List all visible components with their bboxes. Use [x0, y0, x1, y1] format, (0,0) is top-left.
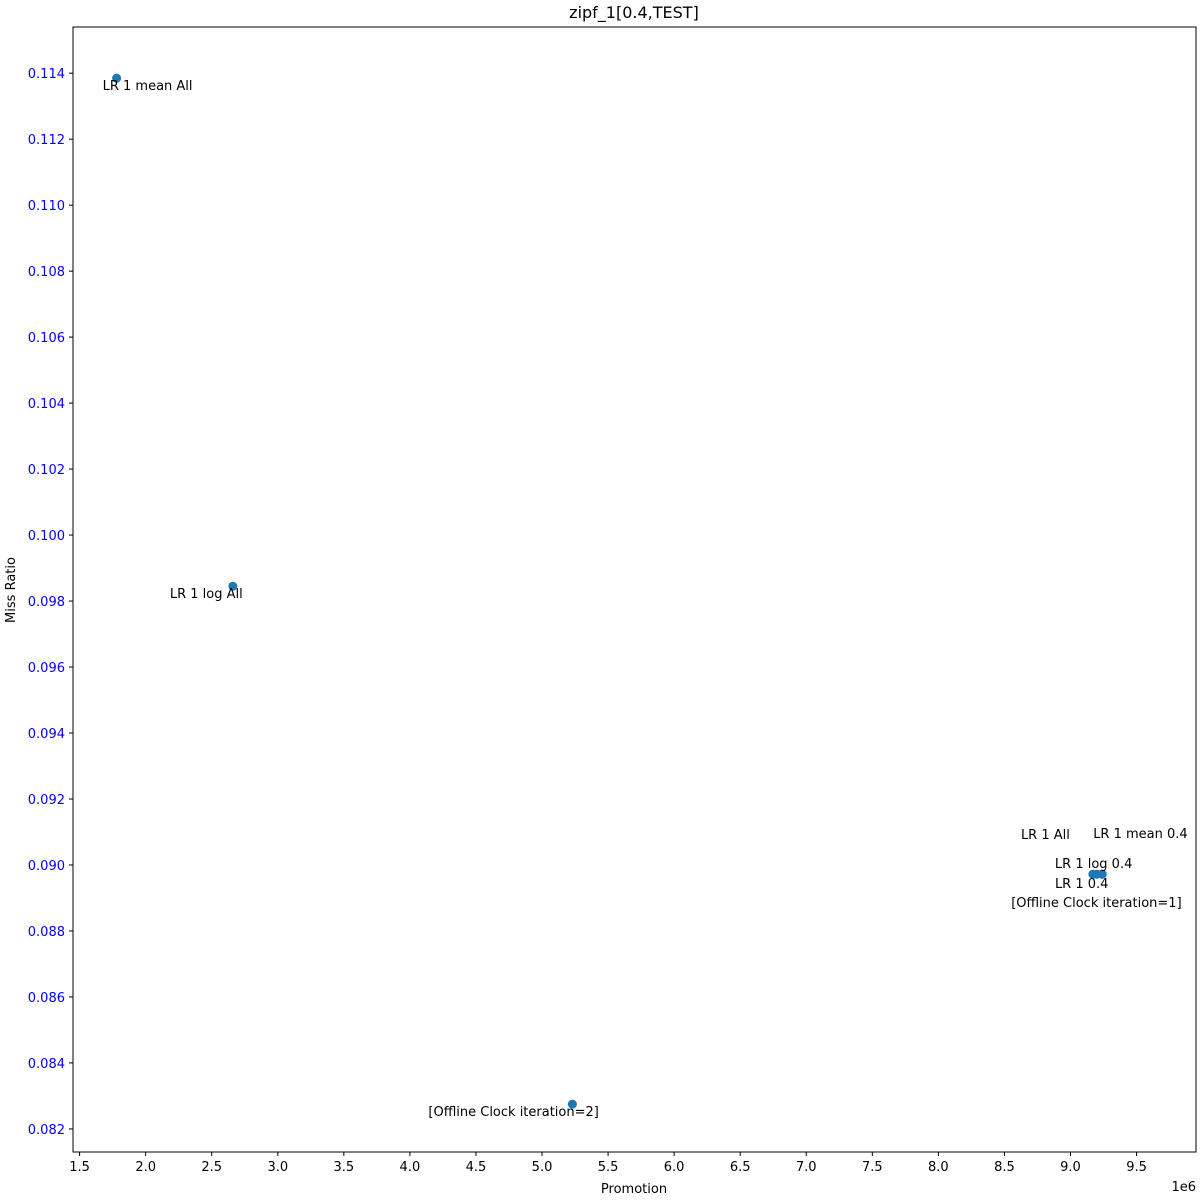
scatter-points: [112, 73, 1107, 1109]
y-tick-label: 0.108: [28, 265, 65, 280]
x-tick-label: 6.0: [664, 1160, 685, 1175]
point-label: LR 1 All: [1021, 828, 1070, 843]
x-tick-label: 2.5: [201, 1160, 222, 1175]
x-tick-label: 3.5: [333, 1160, 354, 1175]
x-tick-label: 8.5: [994, 1160, 1015, 1175]
point-label: LR 1 0.4: [1055, 877, 1109, 892]
y-tick-label: 0.092: [28, 793, 65, 808]
plot-frame: [72, 26, 1197, 1153]
point-label: [Offline Clock iteration=2]: [428, 1105, 598, 1120]
x-tick-label: 8.0: [928, 1160, 949, 1175]
x-tick-label: 7.5: [862, 1160, 883, 1175]
y-tick-label: 0.112: [28, 133, 65, 148]
point-annotations: LR 1 mean All LR 1 log All [Offline Clock …: [103, 79, 1188, 1120]
point-label: LR 1 mean All: [103, 79, 193, 94]
x-tick-label: 9.5: [1126, 1160, 1147, 1175]
point-label: LR 1 log 0.4: [1055, 857, 1132, 872]
y-tick-label: 0.106: [28, 331, 65, 346]
y-tick-label: 0.102: [28, 463, 65, 478]
y-tick-label: 0.114: [28, 67, 65, 82]
y-tick-label: 0.098: [28, 595, 65, 610]
y-axis-label: Miss Ratio: [4, 557, 19, 623]
point-label: LR 1 log All: [170, 587, 243, 602]
scatter-point: [112, 73, 122, 83]
x-tick-label: 9.0: [1060, 1160, 1081, 1175]
y-tick-label: 0.086: [28, 991, 65, 1006]
y-tick-label: 0.094: [28, 727, 65, 742]
y-tick-label: 0.110: [28, 199, 65, 214]
x-tick-label: 4.5: [466, 1160, 487, 1175]
y-tick-label: 0.100: [28, 529, 65, 544]
y-tick-label: 0.104: [28, 397, 65, 412]
scatter-point: [1088, 869, 1098, 879]
scatter-point: [228, 581, 238, 591]
chart-title: zipf_1[0.4,TEST]: [569, 3, 699, 23]
x-tick-label: 2.0: [135, 1160, 156, 1175]
y-axis: 0.082 0.084 0.086 0.088 0.090 0.092 0.094 0.096…: [28, 67, 73, 1138]
x-tick-label: 3.0: [267, 1160, 288, 1175]
scatter-point: [567, 1099, 577, 1109]
x-tick-label: 1.5: [69, 1160, 90, 1175]
y-tick-label: 0.088: [28, 925, 65, 940]
y-tick-label: 0.090: [28, 859, 65, 874]
x-tick-label: 5.0: [532, 1160, 553, 1175]
x-axis-label: Promotion: [601, 1182, 667, 1197]
x-tick-label: 5.5: [598, 1160, 619, 1175]
scatter-point: [1097, 869, 1107, 879]
x-tick-label: 7.0: [796, 1160, 817, 1175]
y-tick-label: 0.084: [28, 1057, 65, 1072]
x-tick-label: 6.5: [730, 1160, 751, 1175]
x-axis: 1.5 2.0 2.5 3.0 3.5 4.0 4.5 5.0 5.5 6.0 6.5 7.0 7.5 8…: [69, 1152, 1147, 1175]
point-label: LR 1 mean 0.4: [1093, 827, 1188, 842]
x-axis-offset-label: 1e6: [1171, 1180, 1196, 1195]
y-tick-label: 0.096: [28, 661, 65, 676]
y-tick-label: 0.082: [28, 1123, 65, 1138]
point-label: [Offline Clock iteration=1]: [1011, 896, 1181, 911]
x-tick-label: 4.0: [400, 1160, 421, 1175]
